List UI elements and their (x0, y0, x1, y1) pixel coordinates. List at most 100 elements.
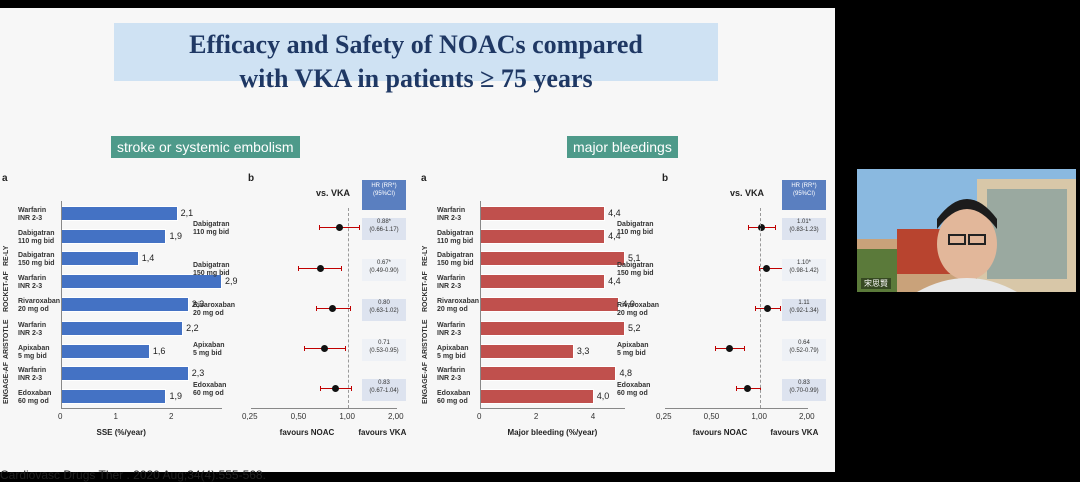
trial-label: RE-LY (422, 245, 429, 266)
bar-value-label: 4,4 (608, 231, 621, 241)
ci-cap-high (349, 306, 351, 311)
y-axis-line (480, 201, 481, 409)
row-label-line2: 5 mg bid (193, 350, 222, 357)
bar (480, 229, 606, 244)
bar-value-label: 5,1 (628, 253, 641, 263)
bar-row-label: Dabigatran 110 mg bid (18, 230, 55, 246)
ci-cap-low (320, 386, 322, 391)
ci-cap-high (351, 386, 353, 391)
bar (61, 206, 178, 221)
row-label-line2: 150 mg bid (617, 270, 654, 277)
row-label-line2: 150 mg bid (437, 260, 474, 267)
bar (480, 321, 625, 336)
webcam-video[interactable]: 宋思賢 (857, 169, 1076, 292)
hr-value-box: 0.80 (0.63-1.02) (362, 299, 406, 321)
hr-value-box: 0.88* (0.66-1.17) (362, 218, 406, 240)
row-label-line2: 60 mg od (617, 390, 648, 397)
ci-cap-low (303, 346, 305, 351)
bar-value-label: 1,4 (141, 253, 155, 263)
hr-value: 0.64 (798, 340, 810, 346)
hr-point (320, 344, 328, 352)
row-label-line2: 150 mg bid (18, 260, 55, 267)
row-label-line2: INR 2-3 (18, 215, 43, 222)
ci-value: (0.63-1.02) (369, 308, 399, 314)
hr-point (744, 384, 752, 392)
ci-value: (0.83-1.23) (789, 227, 819, 233)
hr-value-box: 1.01* (0.83-1.23) (782, 218, 826, 240)
bar (480, 274, 606, 289)
row-label-line2: 5 mg bid (18, 353, 47, 360)
row-label-line1: Dabigatran (617, 221, 654, 228)
row-label-line2: INR 2-3 (18, 375, 43, 382)
row-label-line2: 110 mg bid (617, 229, 654, 236)
bar (61, 389, 167, 404)
forest-tick-label: 2,00 (388, 412, 404, 421)
bar-value-label: 2,1 (180, 208, 194, 218)
forest-tick-label: 1,00 (751, 412, 767, 421)
hr-header-line: HR (RR*) (791, 183, 817, 189)
trial-label: ROCKET-AF (3, 271, 10, 312)
row-label-line1: Dabigatran (18, 230, 55, 237)
hr-header-line: (95%CI) (372, 191, 395, 197)
panel-letter-a: a (421, 173, 427, 184)
trial-label: ARISTOTLE (422, 319, 429, 359)
ci-value: (0.98-1.42) (789, 268, 819, 274)
x-tick-label: 2 (169, 412, 174, 421)
row-label-line1: Dabigatran (18, 252, 55, 259)
bar-row-label: Dabigatran 150 mg bid (18, 252, 55, 268)
row-label-line2: 110 mg bid (437, 238, 474, 245)
y-axis-line (61, 201, 62, 409)
x-axis-line (61, 408, 222, 409)
bar (480, 297, 620, 312)
row-label-line2: 20 mg od (193, 310, 224, 317)
row-label-line1: Edoxaban (617, 382, 651, 389)
bar-value-label: 4,4 (608, 208, 621, 218)
row-label-line2: 110 mg bid (193, 229, 230, 236)
bar-row-label: Rivaroxaban 20 mg od (437, 298, 479, 314)
hr-column-header: HR (RR*) (95%CI) (362, 180, 406, 210)
bar-value-label: 1,9 (169, 231, 182, 241)
hr-value-box: 0.83 (0.67-1.04) (362, 379, 406, 401)
row-label-line2: 150 mg bid (193, 270, 230, 277)
trial-label: ROCKET-AF (422, 271, 429, 312)
ci-value: (0.92-1.34) (789, 308, 819, 314)
bar-value-label: 3,3 (576, 346, 590, 356)
forest-row-label: Apixaban 5 mg bid (617, 342, 649, 358)
row-label-line2: 110 mg bid (18, 238, 55, 245)
forest-axis-line (251, 408, 397, 409)
slide-title-line2: with VKA in patients ≥ 75 years (239, 64, 593, 93)
x-axis-line (480, 408, 625, 409)
row-label-line2: 60 mg od (437, 398, 468, 405)
hr-value-box: 0.71 (0.53-0.95) (362, 339, 406, 361)
row-label-line1: Rivaroxaban (617, 302, 660, 309)
ci-cap-low (715, 346, 717, 351)
favours-noac-label: favours NOAC (692, 428, 748, 437)
hr-column-header: HR (RR*) (95%CI) (782, 180, 826, 210)
hr-value: 1.01* (796, 219, 811, 225)
bar-row-label: Dabigatran 150 mg bid (437, 252, 474, 268)
panel-letter-a: a (2, 173, 8, 184)
hr-value-box: 0.64 (0.52-0.79) (782, 339, 826, 361)
forest-row-label: Rivaroxaban 20 mg od (193, 302, 235, 318)
bar (61, 297, 189, 312)
x-tick-label: 0 (477, 412, 482, 421)
bar (61, 229, 167, 244)
bar (480, 389, 594, 404)
row-label-line2: INR 2-3 (437, 215, 462, 222)
row-label-line1: Apixaban (18, 345, 50, 352)
panel-letter-b: b (248, 173, 255, 184)
ci-cap-high (780, 306, 782, 311)
row-label-line1: Apixaban (193, 342, 225, 349)
bar (61, 251, 139, 266)
bar (480, 344, 574, 359)
row-label-line1: Dabigatran (193, 221, 230, 228)
bar-row-label: Warfarin INR 2-3 (437, 322, 465, 338)
row-label-line1: Rivaroxaban (193, 302, 236, 309)
ci-cap-low (754, 306, 756, 311)
row-label-line2: 60 mg od (193, 390, 224, 397)
trial-label: ARISTOTLE (3, 319, 10, 359)
bar (480, 206, 606, 221)
bar-row-label: Edoxaban 60 mg od (437, 390, 470, 406)
bar-value-label: 2,9 (225, 276, 238, 286)
ci-line (758, 268, 785, 269)
